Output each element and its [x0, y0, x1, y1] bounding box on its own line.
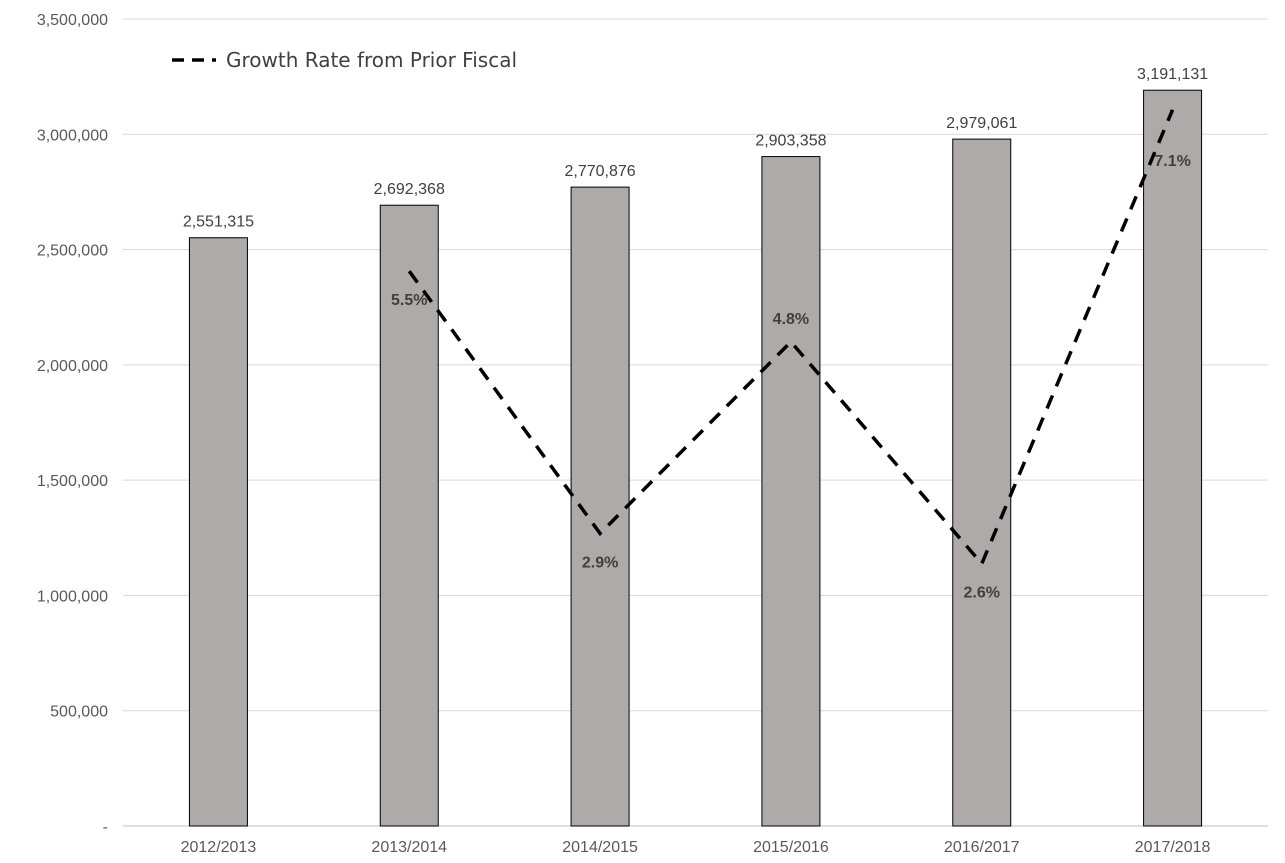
bar: [188, 237, 248, 827]
y-axis-ticks: - 500,000 1,000,000 1,500,000 2,000,000 2,500…: [37, 12, 108, 836]
x-tick-label: 2015/2016: [753, 839, 829, 856]
growth-rate-line: [407, 109, 1175, 568]
x-axis-ticks: 2012/2013 2013/2014 2014/2015 2015/2016 2016…: [181, 839, 1211, 856]
growth-rate-label: 4.8%: [773, 311, 809, 328]
bar-data-labels: 2,551,315 2,692,368 2,770,876 2,903,358 2,97…: [183, 66, 1208, 231]
x-tick-label: 2014/2015: [562, 839, 638, 856]
y-tick-label: 2,500,000: [37, 243, 108, 260]
x-tick-label: 2017/2018: [1135, 839, 1211, 856]
growth-rate-label: 2.6%: [964, 585, 1000, 602]
x-tick-label: 2012/2013: [181, 839, 257, 856]
bar: [761, 156, 821, 827]
y-tick-label: 1,000,000: [37, 588, 108, 605]
growth-rate-label: 7.1%: [1154, 153, 1190, 170]
legend: Growth Rate from Prior Fiscal: [172, 48, 517, 72]
legend-label: Growth Rate from Prior Fiscal: [226, 48, 517, 72]
y-tick-label: -: [103, 819, 108, 836]
growth-rate-series-line: [407, 109, 1175, 568]
y-tick-label: 3,000,000: [37, 127, 108, 144]
bar-value-label: 2,903,358: [755, 133, 826, 150]
growth-rate-labels: 5.5% 2.9% 4.8% 2.6% 7.1%: [391, 153, 1191, 602]
x-tick-label: 2016/2017: [944, 839, 1020, 856]
bar-value-label: 2,551,315: [183, 214, 254, 231]
bar: [379, 204, 439, 827]
y-tick-label: 1,500,000: [37, 473, 108, 490]
y-tick-label: 3,500,000: [37, 12, 108, 29]
y-tick-label: 2,000,000: [37, 358, 108, 375]
growth-rate-label: 2.9%: [582, 554, 618, 571]
gridlines: [123, 18, 1268, 827]
growth-rate-label: 5.5%: [391, 292, 427, 309]
y-tick-label: 500,000: [50, 704, 108, 721]
bar-value-label: 2,979,061: [946, 115, 1017, 132]
bar-value-label: 3,191,131: [1137, 66, 1208, 83]
x-tick-label: 2013/2014: [371, 839, 447, 856]
bar: [1143, 89, 1203, 827]
bar-value-label: 2,692,368: [374, 181, 445, 198]
bar: [952, 138, 1012, 827]
bars: [188, 89, 1203, 827]
bar-value-label: 2,770,876: [564, 163, 635, 180]
